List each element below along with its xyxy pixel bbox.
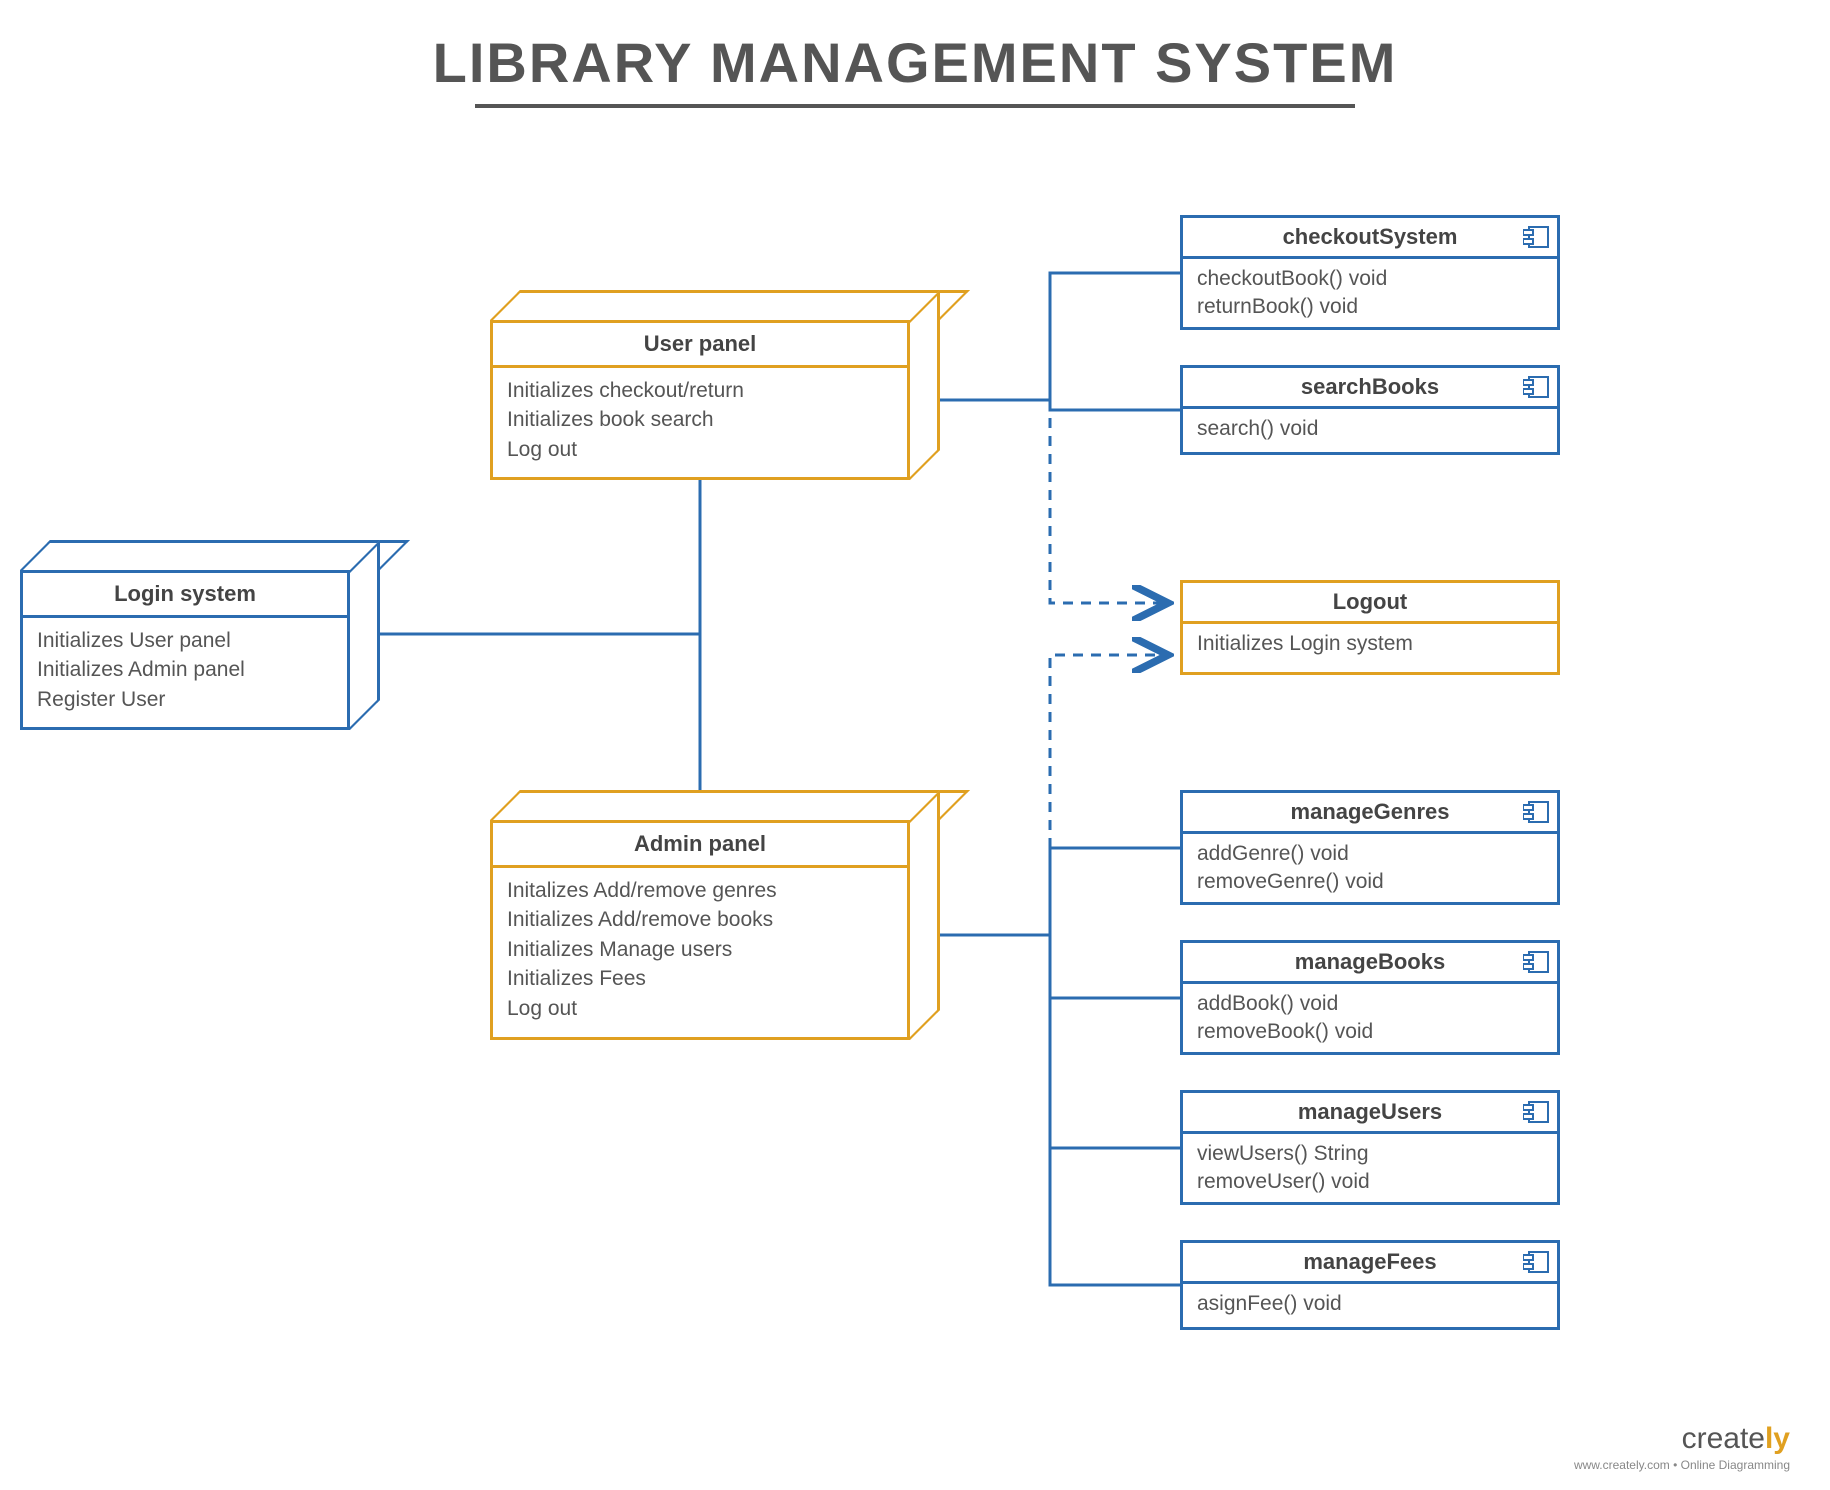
node-manage-books: manageBooks addBook() void removeBook() … [1180, 940, 1560, 1055]
component-icon [1523, 951, 1549, 973]
node-login-system: Login system Initializes User panel Init… [20, 540, 350, 730]
node-header: Logout [1183, 583, 1557, 624]
node-header: searchBooks [1183, 368, 1557, 409]
node-manage-genres: manageGenres addGenre() void removeGenre… [1180, 790, 1560, 905]
component-icon [1523, 1251, 1549, 1273]
component-icon [1523, 226, 1549, 248]
node-manage-users: manageUsers viewUsers() String removeUse… [1180, 1090, 1560, 1205]
node-header: manageBooks [1183, 943, 1557, 984]
page-title: LIBRARY MANAGEMENT SYSTEM [0, 30, 1830, 95]
node-body: addGenre() void removeGenre() void [1183, 834, 1557, 903]
brand-subtitle: www.creately.com • Online Diagramming [1574, 1458, 1790, 1472]
node-user-panel: User panel Initializes checkout/return I… [490, 290, 910, 480]
brand-text: creately [1574, 1422, 1790, 1456]
node-header: manageUsers [1183, 1093, 1557, 1134]
node-admin-panel: Admin panel Initalizes Add/remove genres… [490, 790, 910, 1040]
node-checkout-system: checkoutSystem checkoutBook() void retur… [1180, 215, 1560, 330]
node-body: checkoutBook() void returnBook() void [1183, 259, 1557, 328]
node-header: manageFees [1183, 1243, 1557, 1284]
node-manage-fees: manageFees asignFee() void [1180, 1240, 1560, 1330]
node-body: search() void [1183, 409, 1557, 449]
node-header: User panel [493, 323, 907, 368]
node-body: Initializes checkout/return Initializes … [493, 368, 907, 472]
creately-logo: creately www.creately.com • Online Diagr… [1574, 1422, 1790, 1472]
node-body: asignFee() void [1183, 1284, 1557, 1324]
title-underline [475, 104, 1355, 108]
node-body: viewUsers() String removeUser() void [1183, 1134, 1557, 1203]
node-body: Initalizes Add/remove genres Initializes… [493, 868, 907, 1031]
component-icon [1523, 376, 1549, 398]
node-search-books: searchBooks search() void [1180, 365, 1560, 455]
node-body: addBook() void removeBook() void [1183, 984, 1557, 1053]
node-header: manageGenres [1183, 793, 1557, 834]
node-header: checkoutSystem [1183, 218, 1557, 259]
node-header: Login system [23, 573, 347, 618]
node-body: Initializes Login system [1183, 624, 1557, 664]
node-logout: Logout Initializes Login system [1180, 580, 1560, 675]
node-header: Admin panel [493, 823, 907, 868]
component-icon [1523, 1101, 1549, 1123]
component-icon [1523, 801, 1549, 823]
node-body: Initializes User panel Initializes Admin… [23, 618, 347, 722]
